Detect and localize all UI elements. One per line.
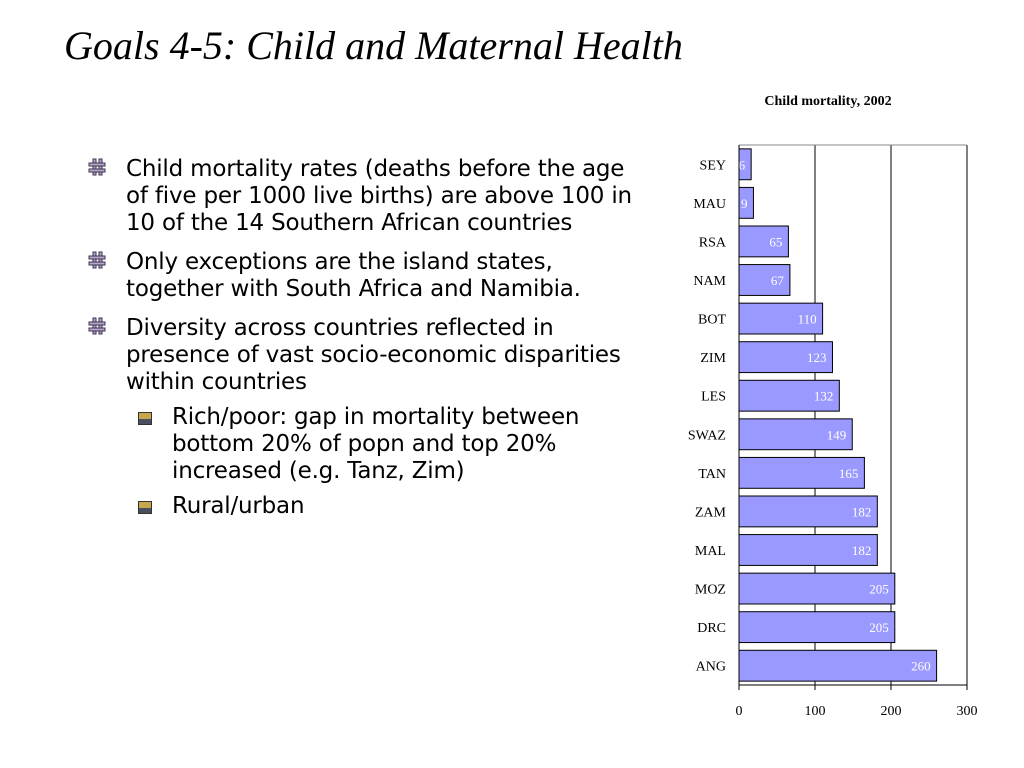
- data-label: 19: [734, 196, 747, 211]
- x-tick-label: 300: [957, 704, 978, 719]
- data-label: 65: [769, 234, 782, 249]
- hash-bullet-icon: [88, 317, 106, 335]
- bar: [738, 302, 824, 335]
- sub-bullet-item: Rural/urban: [134, 493, 648, 520]
- data-label: 123: [807, 350, 827, 365]
- data-label: 110: [798, 312, 817, 327]
- category-label: ZIM: [700, 351, 726, 366]
- x-tick-label: 200: [881, 704, 902, 719]
- sub-bullet-text: Rich/poor: gap in mortality between bott…: [172, 404, 580, 484]
- category-label: RSA: [699, 235, 727, 250]
- x-tick-label: 0: [736, 704, 743, 719]
- square-bullet-icon: [138, 501, 152, 514]
- bullet-text: Child mortality rates (deaths before the…: [126, 156, 632, 236]
- mortality-bar-chart: Child mortality, 200216SEY19MAU65RSA67NA…: [688, 94, 978, 719]
- x-tick-label: 100: [805, 704, 826, 719]
- bar: [738, 379, 840, 412]
- category-label: ANG: [696, 660, 726, 675]
- hash-bullet-icon: [88, 251, 106, 269]
- bullet-item: Diversity across countries reflected in …: [88, 315, 648, 520]
- bar: [738, 495, 878, 528]
- data-label: 132: [814, 389, 834, 404]
- sub-bullet-list: Rich/poor: gap in mortality between bott…: [134, 404, 648, 520]
- bar: [738, 418, 853, 451]
- category-label: NAM: [693, 274, 726, 289]
- category-label: MAU: [693, 197, 726, 212]
- category-label: SEY: [700, 158, 726, 173]
- hash-bullet-icon: [88, 158, 106, 176]
- category-label: TAN: [698, 467, 726, 482]
- bar: [738, 572, 896, 605]
- category-label: MOZ: [695, 583, 726, 598]
- bullet-list: Child mortality rates (deaths before the…: [88, 156, 648, 532]
- bullet-item: Only exceptions are the island states, t…: [88, 249, 648, 303]
- chart-title: Child mortality, 2002: [764, 94, 891, 109]
- data-label: 205: [869, 582, 889, 597]
- sub-bullet-item: Rich/poor: gap in mortality between bott…: [134, 404, 648, 485]
- bullet-text: Diversity across countries reflected in …: [126, 315, 621, 395]
- slide-title: Goals 4-5: Child and Maternal Health: [64, 23, 683, 68]
- category-label: BOT: [698, 313, 726, 328]
- bar: [738, 534, 878, 566]
- bar: [738, 649, 938, 682]
- category-label: LES: [701, 390, 726, 405]
- square-bullet-icon: [138, 412, 152, 425]
- data-label: 205: [869, 620, 889, 635]
- data-label: 182: [852, 543, 872, 558]
- bar: [738, 225, 789, 258]
- category-label: DRC: [697, 621, 726, 636]
- data-label: 67: [771, 273, 785, 288]
- bar: [738, 341, 833, 374]
- bar: [738, 264, 791, 296]
- category-label: MAL: [695, 544, 726, 559]
- bullet-item: Child mortality rates (deaths before the…: [88, 156, 648, 237]
- data-label: 149: [827, 427, 847, 442]
- data-label: 165: [839, 466, 859, 481]
- category-label: SWAZ: [688, 428, 726, 443]
- data-label: 182: [852, 504, 872, 519]
- category-label: ZAM: [695, 505, 727, 520]
- bullet-text: Only exceptions are the island states, t…: [126, 249, 581, 302]
- sub-bullet-text: Rural/urban: [172, 493, 305, 519]
- data-label: 260: [911, 659, 931, 674]
